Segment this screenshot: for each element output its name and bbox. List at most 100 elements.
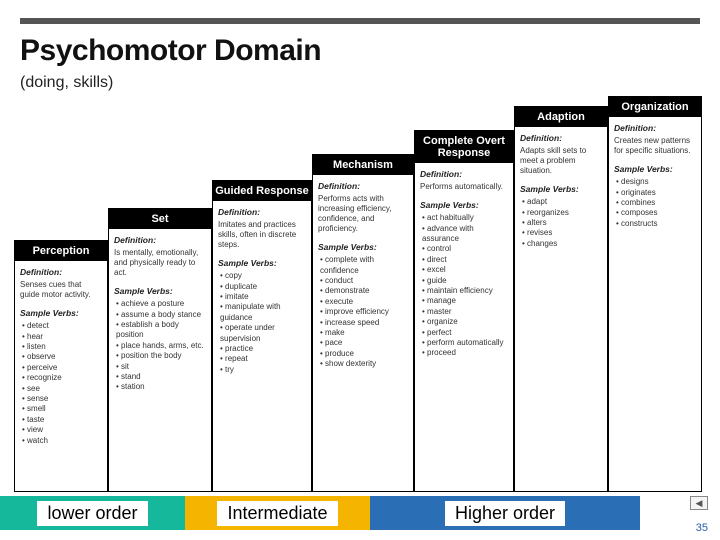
definition-label: Definition:	[420, 169, 508, 180]
verb-item: maintain efficiency	[422, 286, 508, 296]
page-title: Psychomotor Domain	[20, 34, 321, 68]
verb-item: view	[22, 425, 102, 435]
column-body: Definition: Imitates and practices skills…	[213, 201, 311, 381]
definition-text: Creates new patterns for specific situat…	[614, 136, 696, 156]
verbs-label: Sample Verbs:	[520, 184, 602, 195]
verb-item: hear	[22, 332, 102, 342]
verb-item: master	[422, 307, 508, 317]
footer-segment: Intermediate	[185, 496, 370, 530]
definition-text: Performs automatically.	[420, 182, 508, 192]
verb-item: stand	[116, 372, 206, 382]
verb-item: taste	[22, 415, 102, 425]
verb-item: reorganizes	[522, 208, 602, 218]
domain-staircase: PerceptionDefinition:Senses cues that gu…	[14, 96, 702, 492]
level-column: MechanismDefinition:Performs acts with i…	[312, 154, 414, 492]
verb-item: direct	[422, 255, 508, 265]
verb-item: position the body	[116, 351, 206, 361]
column-body: Definition:Performs acts with increasing…	[313, 175, 413, 376]
level-column: Adaption Definition: Adapts skill sets to …	[514, 106, 608, 492]
verb-item: practice	[220, 344, 306, 354]
column-header: Guided Response	[213, 181, 311, 201]
verb-item: watch	[22, 436, 102, 446]
verbs-label: Sample Verbs:	[614, 164, 696, 175]
verb-item: originates	[616, 188, 696, 198]
verbs-list: designsoriginatescombinescomposesconstru…	[614, 177, 696, 229]
column-body: Definition: Creates new patterns for spec…	[609, 117, 701, 235]
verbs-label: Sample Verbs:	[114, 286, 206, 297]
definition-label: Definition:	[614, 123, 696, 134]
level-column: Organization Definition: Creates new patte…	[608, 96, 702, 492]
page-number: 35	[696, 522, 708, 534]
column-body: Definition:Senses cues that guide motor …	[15, 261, 107, 452]
verb-item: perform automatically	[422, 338, 508, 348]
verbs-list: achieve a postureassume a body stanceest…	[114, 299, 206, 393]
verb-item: achieve a posture	[116, 299, 206, 309]
verbs-label: Sample Verbs:	[318, 242, 408, 253]
verb-item: adapt	[522, 197, 602, 207]
verb-item: perceive	[22, 363, 102, 373]
verb-item: organize	[422, 317, 508, 327]
verb-item: execute	[320, 297, 408, 307]
footer-bar: lower order Intermediate Higher order	[0, 496, 640, 530]
column-body: Definition: Is mentally, emotionally, and…	[109, 229, 211, 399]
verb-item: duplicate	[220, 282, 306, 292]
verb-item: make	[320, 328, 408, 338]
verb-item: sit	[116, 362, 206, 372]
definition-label: Definition:	[20, 267, 102, 278]
column-header: Organization	[609, 97, 701, 117]
verb-item: combines	[616, 198, 696, 208]
definition-label: Definition:	[114, 235, 206, 246]
footer-label: lower order	[37, 501, 147, 526]
level-column: Guided Response Definition: Imitates and p…	[212, 180, 312, 492]
column-header: Complete Overt Response	[415, 131, 513, 163]
verb-item: operate under supervision	[220, 323, 306, 344]
verb-item: changes	[522, 239, 602, 249]
definition-label: Definition:	[218, 207, 306, 218]
verbs-label: Sample Verbs:	[420, 200, 508, 211]
verb-item: guide	[422, 276, 508, 286]
verb-item: composes	[616, 208, 696, 218]
verbs-list: complete with confidenceconductdemonstra…	[318, 255, 408, 369]
verb-item: detect	[22, 321, 102, 331]
verbs-list: copyduplicateimitatemanipulate with guid…	[218, 271, 306, 375]
verb-item: designs	[616, 177, 696, 187]
verb-item: listen	[22, 342, 102, 352]
verb-item: manipulate with guidance	[220, 302, 306, 323]
definition-text: Performs acts with increasing efficiency…	[318, 194, 408, 234]
verb-item: conduct	[320, 276, 408, 286]
verb-item: station	[116, 382, 206, 392]
definition-text: Imitates and practices skills, often in …	[218, 220, 306, 250]
verb-item: sense	[22, 394, 102, 404]
verb-item: see	[22, 384, 102, 394]
definition-text: Adapts skill sets to meet a problem situ…	[520, 146, 602, 176]
nav-prev-icon[interactable]: ◀	[690, 496, 708, 510]
footer-label: Higher order	[445, 501, 565, 526]
verb-item: improve efficiency	[320, 307, 408, 317]
column-header: Mechanism	[313, 155, 413, 175]
column-header: Set	[109, 209, 211, 229]
verb-item: advance with assurance	[422, 224, 508, 245]
column-body: Definition: Performs automatically. Sample…	[415, 163, 513, 365]
verb-item: proceed	[422, 348, 508, 358]
verbs-label: Sample Verbs:	[20, 308, 102, 319]
verb-item: control	[422, 244, 508, 254]
verb-item: increase speed	[320, 318, 408, 328]
verb-item: assume a body stance	[116, 310, 206, 320]
verb-item: complete with confidence	[320, 255, 408, 276]
verbs-list: adaptreorganizesaltersreviseschanges	[520, 197, 602, 249]
definition-label: Definition:	[520, 133, 602, 144]
verb-item: excel	[422, 265, 508, 275]
verbs-list: detecthearlistenobserveperceiverecognize…	[20, 321, 102, 446]
page-subtitle: (doing, skills)	[20, 74, 113, 92]
footer-segment: Higher order	[370, 496, 640, 530]
verb-item: imitate	[220, 292, 306, 302]
verb-item: demonstrate	[320, 286, 408, 296]
verbs-list: act habituallyadvance with assurancecont…	[420, 213, 508, 358]
column-header: Adaption	[515, 107, 607, 127]
verb-item: alters	[522, 218, 602, 228]
verb-item: establish a body position	[116, 320, 206, 341]
verb-item: recognize	[22, 373, 102, 383]
definition-text: Is mentally, emotionally, and physically…	[114, 248, 206, 278]
footer-segment: lower order	[0, 496, 185, 530]
verb-item: place hands, arms, etc.	[116, 341, 206, 351]
